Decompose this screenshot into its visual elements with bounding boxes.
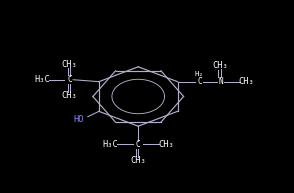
- Text: C: C: [136, 140, 141, 149]
- Text: C: C: [197, 77, 202, 86]
- Text: N: N: [218, 77, 223, 86]
- Text: CH₃: CH₃: [213, 61, 228, 70]
- Text: H₂: H₂: [195, 71, 204, 77]
- Text: H₃C: H₃C: [34, 75, 50, 84]
- Text: C: C: [67, 75, 72, 84]
- Text: CH₃: CH₃: [62, 59, 78, 69]
- Text: H₃C: H₃C: [102, 140, 118, 149]
- Text: CH₃: CH₃: [62, 91, 78, 100]
- Text: CH₃: CH₃: [238, 77, 254, 86]
- Text: CH₃: CH₃: [130, 156, 146, 165]
- Text: HO: HO: [74, 115, 84, 124]
- Text: CH₃: CH₃: [159, 140, 174, 149]
